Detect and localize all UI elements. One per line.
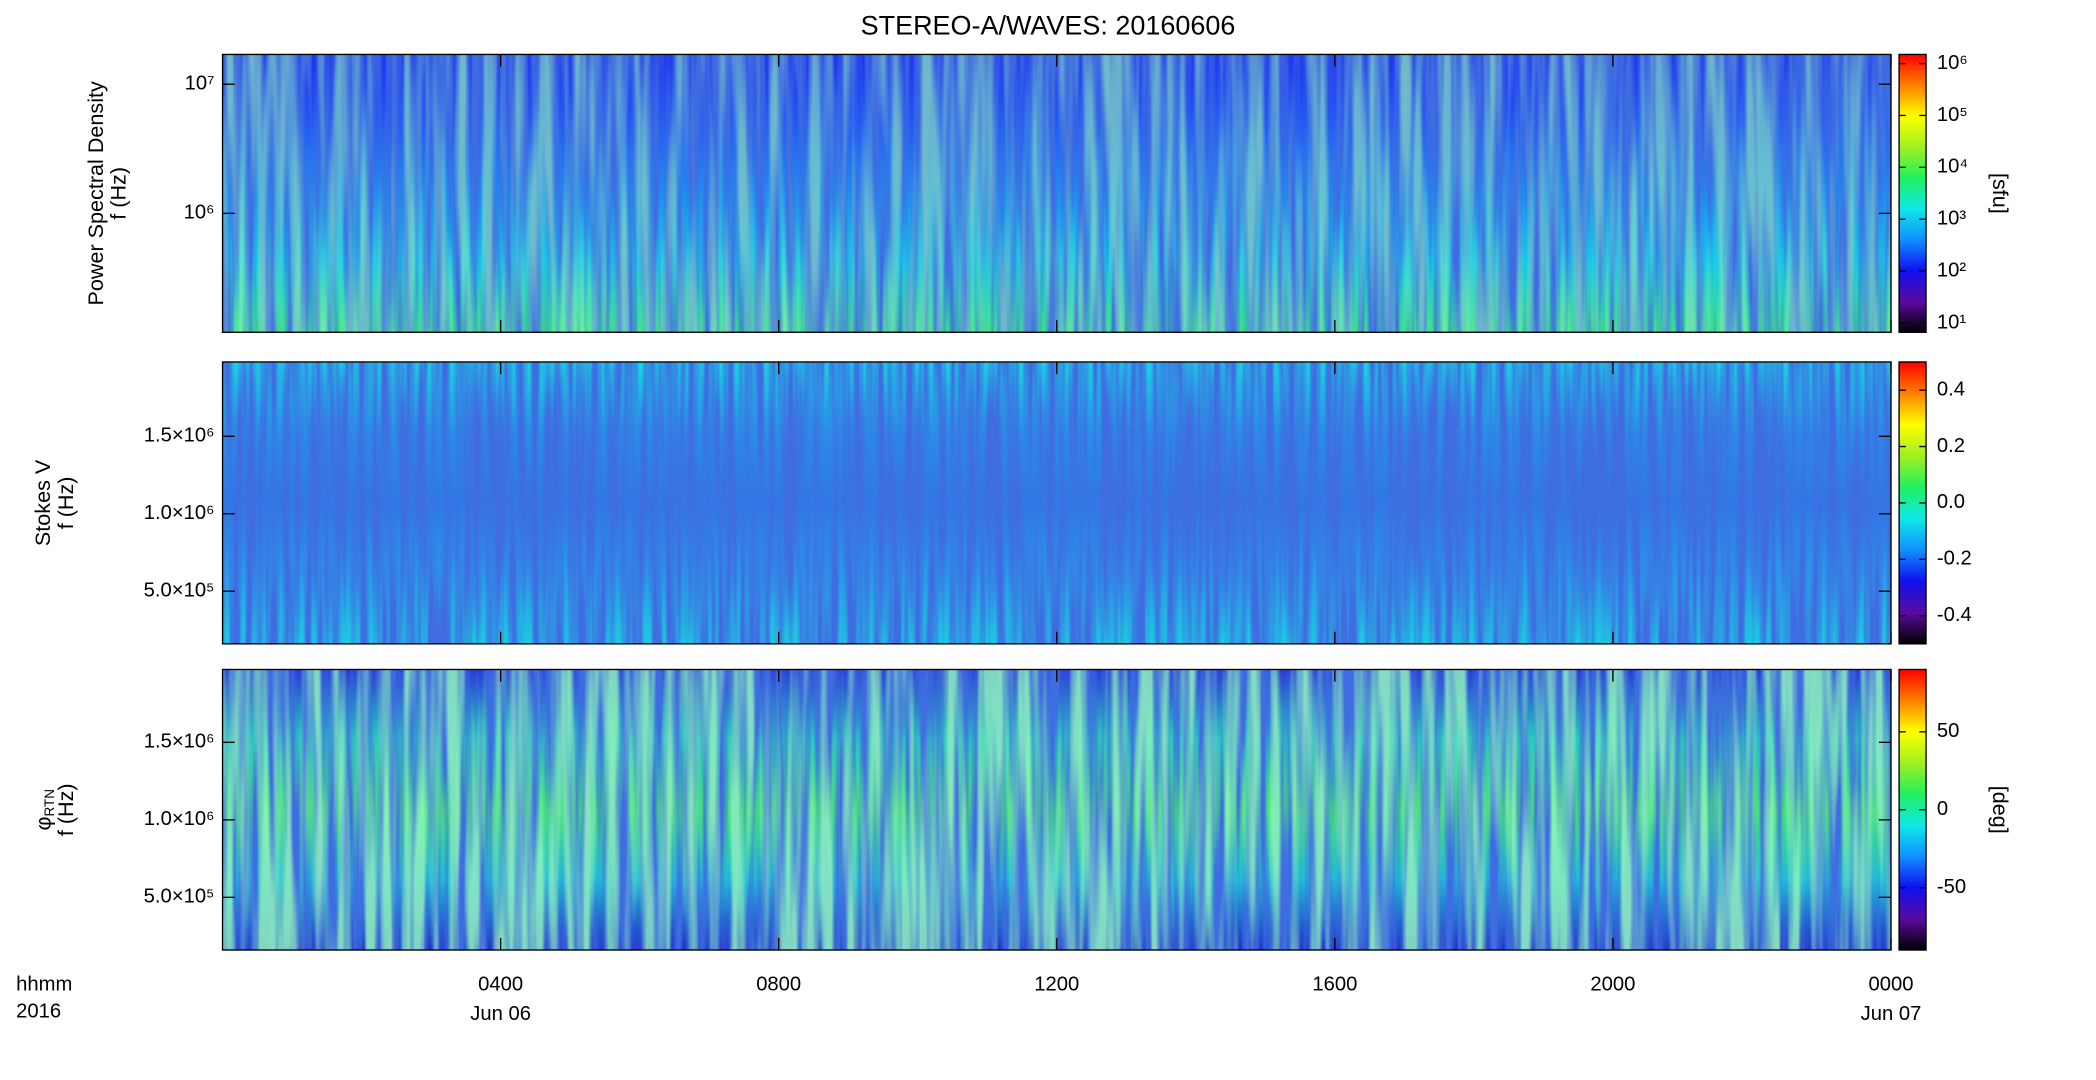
colorbar-label: [sfu] [1988, 173, 2013, 214]
y-axis-label: f (Hz) [106, 167, 131, 220]
y-tick-label: 1.0×10⁶ [144, 502, 215, 524]
x-tick-label: 0800 [756, 973, 801, 995]
x-tick-label: 0000 [1868, 973, 1913, 995]
date-label: Jun 06 [470, 1003, 531, 1025]
colorbar-tick-label: 10² [1937, 259, 1966, 281]
y-tick-label: 10⁶ [184, 202, 215, 224]
y-tick-label: 1.5×10⁶ [144, 731, 215, 753]
spectrogram-bursts [222, 669, 1891, 951]
corner-label: hhmm [16, 973, 72, 995]
colorbar-tick-label: 50 [1937, 720, 1960, 742]
y-tick-label: 1.0×10⁶ [144, 808, 215, 830]
y-axis-symbol: φ [30, 816, 55, 830]
colorbar-label: [deg] [1988, 786, 2013, 834]
y-axis-label: f (Hz) [53, 477, 78, 530]
colorbar-tick-label: 10³ [1937, 208, 1966, 230]
y-axis-label: φRTN [30, 789, 56, 830]
colorbar-tick-label: 10⁵ [1937, 104, 1968, 126]
y-axis-subscript: RTN [41, 789, 56, 816]
date-label: Jun 07 [1861, 1003, 1922, 1025]
y-tick-label: 1.5×10⁶ [144, 425, 215, 447]
x-tick-label: 0400 [478, 973, 523, 995]
x-tick-label: 1600 [1312, 973, 1357, 995]
y-tick-label: 10⁷ [185, 73, 215, 95]
colorbar-tick-label: 0 [1937, 798, 1948, 820]
y-tick-label: 5.0×10⁵ [144, 580, 215, 602]
colorbar-tick-label: 0.0 [1937, 491, 1965, 513]
x-tick-label: 1200 [1034, 973, 1079, 995]
spectrogram-bursts [222, 54, 1891, 333]
colorbar-tick-label: -0.2 [1937, 548, 1972, 570]
colorbar-tick-label: -50 [1937, 876, 1966, 898]
chart-title: STEREO-A/WAVES: 20160606 [861, 11, 1236, 41]
y-axis-label: f (Hz) [53, 783, 78, 836]
colorbar-tick-label: 0.2 [1937, 435, 1965, 457]
x-tick-label: 2000 [1590, 973, 1635, 995]
corner-label: 2016 [16, 1000, 61, 1022]
colorbar-tick-label: 10⁶ [1937, 52, 1968, 74]
y-tick-label: 5.0×10⁵ [144, 886, 215, 908]
colorbar-tick-label: 10⁴ [1937, 156, 1968, 178]
y-axis-label: Power Spectral Density [83, 81, 108, 305]
colorbar-tick-label: -0.4 [1937, 604, 1972, 626]
y-axis-label: Stokes V [30, 459, 55, 546]
colorbar [1898, 53, 1927, 333]
colorbar-tick-label: 10¹ [1937, 311, 1966, 333]
colorbar-tick-label: 0.4 [1937, 378, 1965, 400]
spectrogram-streaks [222, 361, 1891, 644]
